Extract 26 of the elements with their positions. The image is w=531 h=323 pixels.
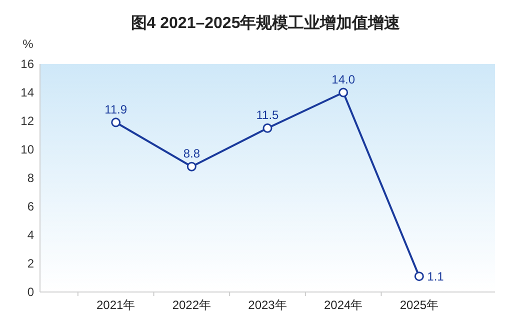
text: 11.9 <box>104 102 128 116</box>
y-tick-label: 4 <box>27 228 34 242</box>
x-tick-label: 2024年 <box>324 298 363 312</box>
x-tick-label: 2025年 <box>400 298 439 312</box>
y-tick-label: 2 <box>27 256 34 270</box>
y-axis-title: % <box>22 37 34 51</box>
text: 11.5 <box>256 108 279 122</box>
y-tick-label: 16 <box>20 57 34 71</box>
point <box>262 123 272 133</box>
y-tick-label: 14 <box>20 86 34 100</box>
y-tick-label: 12 <box>20 114 34 128</box>
text: 8.8 <box>183 146 200 161</box>
y-tick-label: 0 <box>27 285 34 299</box>
point <box>111 118 121 128</box>
point <box>338 88 348 98</box>
y-tick-label: 10 <box>20 142 34 156</box>
chart-title: 图4 2021–2025年规模工业增加值增速 <box>130 14 402 32</box>
x-tick-label: 2023年 <box>248 298 287 312</box>
x-tick-label: 2022年 <box>172 298 212 312</box>
y-tick-label: 8 <box>27 171 34 185</box>
point <box>414 272 424 282</box>
x-tick-label: 2021年 <box>96 298 136 312</box>
text: 1.1 <box>427 269 444 284</box>
text: 14.0 <box>332 72 356 86</box>
y-tick-label: 6 <box>27 200 34 214</box>
point <box>186 162 196 172</box>
